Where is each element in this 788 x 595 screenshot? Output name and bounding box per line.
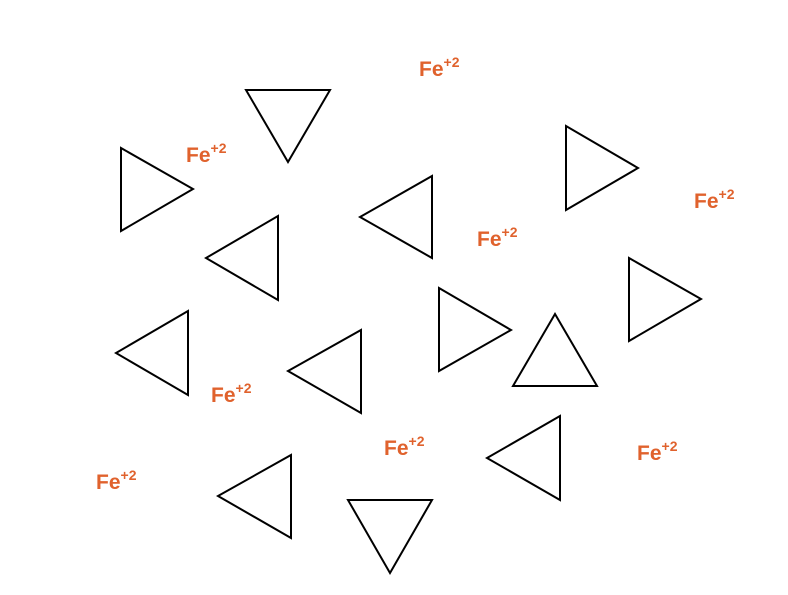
triangle-down: [244, 89, 332, 164]
iron-ion-label: Fe+2: [694, 186, 735, 213]
triangle-up: [511, 312, 599, 387]
triangle-left: [285, 328, 362, 415]
triangle-right: [120, 146, 196, 233]
iron-ion-label: Fe+2: [384, 433, 425, 460]
iron-ion-label: Fe+2: [186, 140, 227, 167]
triangle-left: [484, 414, 561, 502]
triangle-left: [204, 214, 279, 302]
triangle-left: [215, 453, 292, 540]
iron-ion-label: Fe+2: [637, 438, 678, 465]
iron-ion-label: Fe+2: [211, 380, 252, 407]
iron-ion-label: Fe+2: [477, 224, 518, 251]
triangle-left: [114, 309, 189, 397]
triangle-right: [438, 286, 514, 373]
iron-ion-label: Fe+2: [96, 467, 137, 494]
triangles-group: [114, 89, 704, 576]
triangle-right: [565, 124, 640, 212]
triangle-down: [346, 499, 434, 576]
triangle-left: [357, 174, 433, 260]
ions-group: Fe+2 Fe+2 Fe+2 Fe+2 Fe+2 Fe+2 Fe+2 Fe+2: [96, 54, 735, 494]
iron-ion-label: Fe+2: [419, 54, 460, 81]
triangle-right: [628, 256, 704, 343]
